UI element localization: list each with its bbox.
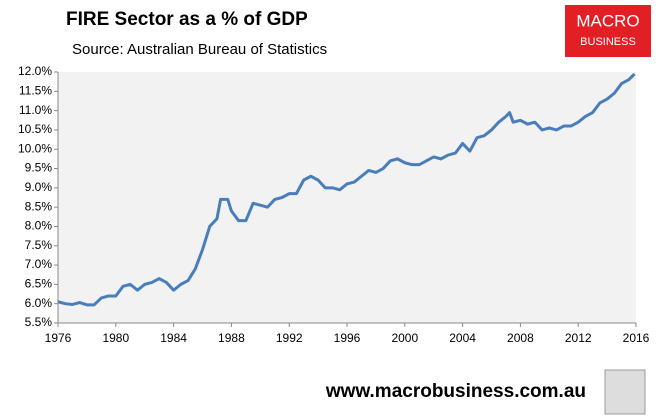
x-tick-label: 1976 xyxy=(45,331,72,345)
x-tick-label: 2000 xyxy=(391,331,418,345)
y-tick-label: 8.0% xyxy=(25,219,53,233)
y-tick-label: 8.5% xyxy=(25,199,53,213)
x-tick-label: 1984 xyxy=(160,331,187,345)
y-tick-label: 6.5% xyxy=(25,277,53,291)
y-tick-label: 10.0% xyxy=(18,141,52,155)
x-tick-label: 2008 xyxy=(507,331,534,345)
y-tick-label: 7.0% xyxy=(25,257,53,271)
y-tick-label: 12.0% xyxy=(18,64,52,78)
chart-title: FIRE Sector as a % of GDP xyxy=(66,9,308,30)
logo-text: BUSINESS xyxy=(580,36,636,48)
chart-subtitle: Source: Australian Bureau of Statistics xyxy=(72,41,327,58)
y-tick-label: 9.0% xyxy=(25,180,53,194)
y-tick-label: 11.5% xyxy=(19,83,52,97)
data-line xyxy=(57,72,636,307)
logo xyxy=(565,5,651,57)
x-tick-label: 1988 xyxy=(218,331,245,345)
y-tick-label: 10.5% xyxy=(18,122,52,136)
x-tick-label: 2004 xyxy=(449,331,476,345)
website: www.macrobusiness.com.au xyxy=(325,381,586,402)
y-tick-label: 5.5% xyxy=(25,315,53,329)
x-tick-label: 1992 xyxy=(276,331,303,345)
wolf-icon xyxy=(604,369,646,415)
y-tick-label: 6.0% xyxy=(25,296,53,310)
y-tick-label: 7.5% xyxy=(25,238,53,252)
x-tick-label: 1980 xyxy=(102,331,129,345)
x-tick-label: 2012 xyxy=(565,331,592,345)
logo-text: MACRO xyxy=(576,11,639,30)
x-tick-label: 2016 xyxy=(623,331,650,345)
x-tick-label: 1996 xyxy=(334,331,361,345)
y-tick-label: 11.0% xyxy=(19,103,52,117)
y-tick-label: 9.5% xyxy=(25,161,53,175)
